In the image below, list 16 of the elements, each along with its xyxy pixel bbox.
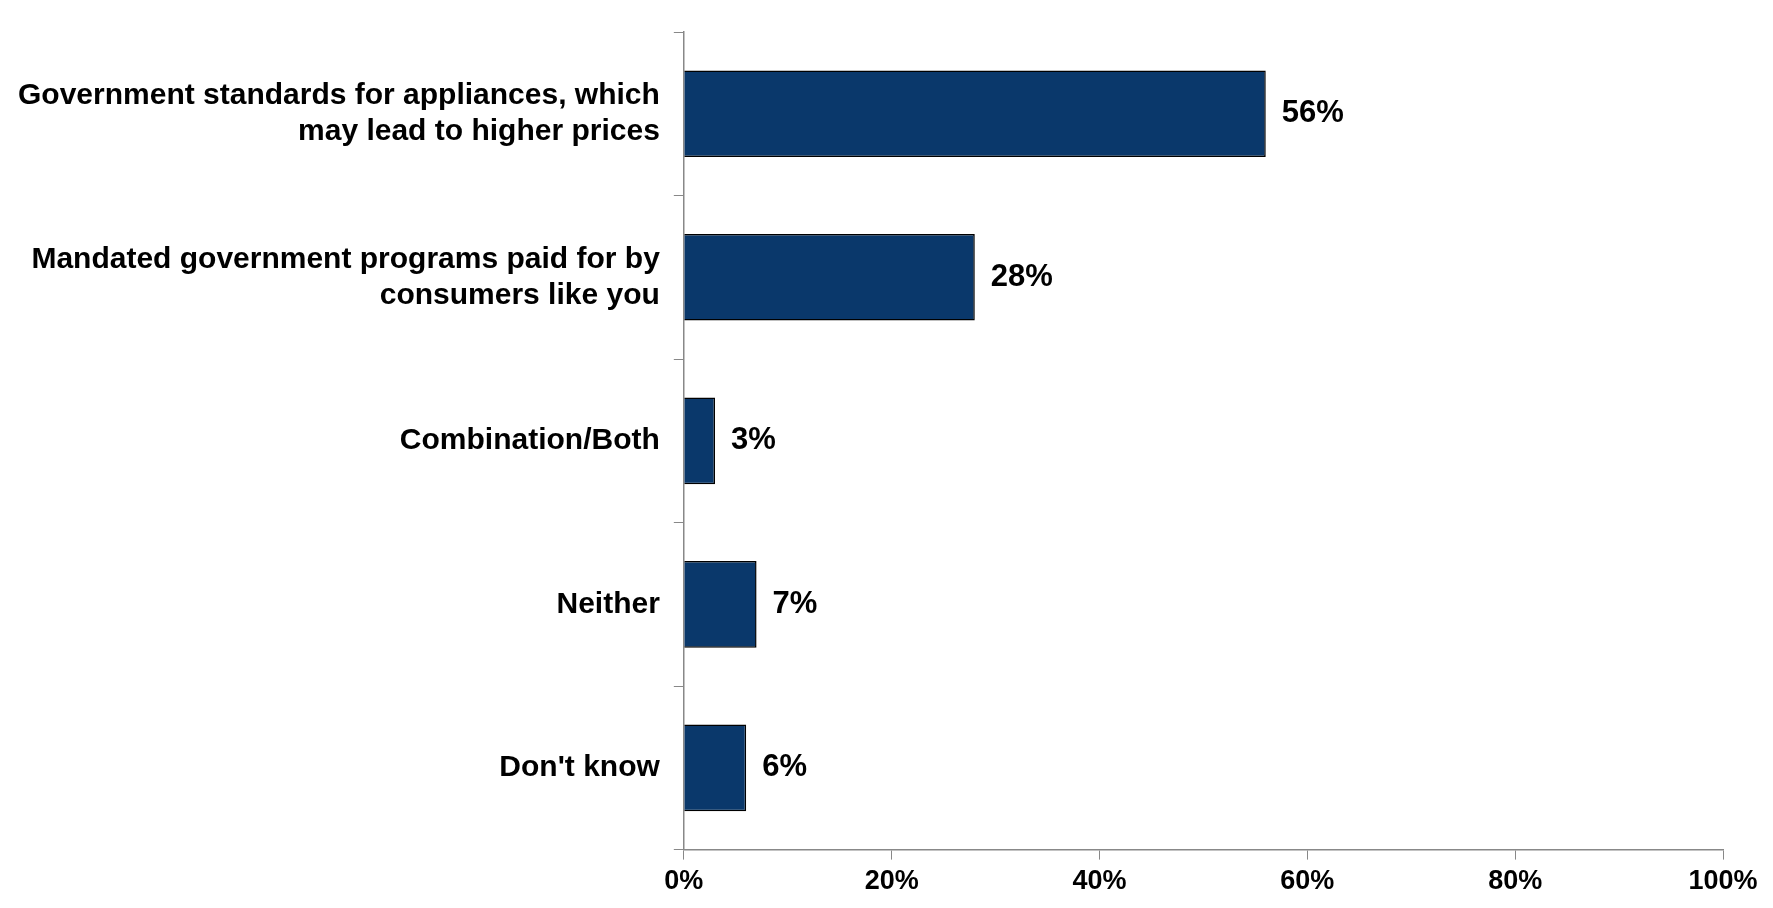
y-tick-label: Neither	[556, 585, 661, 619]
y-tick-label: Government standards for appliances, which may lead to higher prices	[17, 77, 660, 147]
x-tick-label: 100%	[1688, 865, 1758, 896]
x-tick-label: 20%	[864, 865, 919, 896]
data-label: 28%	[990, 257, 1053, 293]
data-label: 56%	[1281, 94, 1344, 130]
x-tick-label: 40%	[1072, 865, 1127, 896]
x-tick-label: 0%	[664, 865, 704, 896]
data-label: 6%	[762, 748, 807, 784]
y-tick-label: Mandated government programs paid for by consumers like you	[31, 240, 661, 310]
y-tick-label: Combination/Both	[399, 422, 660, 456]
data-label: 3%	[731, 421, 776, 457]
x-tick-label: 60%	[1280, 865, 1335, 896]
data-label: 7%	[772, 584, 818, 620]
y-tick-label: Don't know	[499, 749, 661, 783]
x-tick-label: 80%	[1488, 865, 1543, 896]
